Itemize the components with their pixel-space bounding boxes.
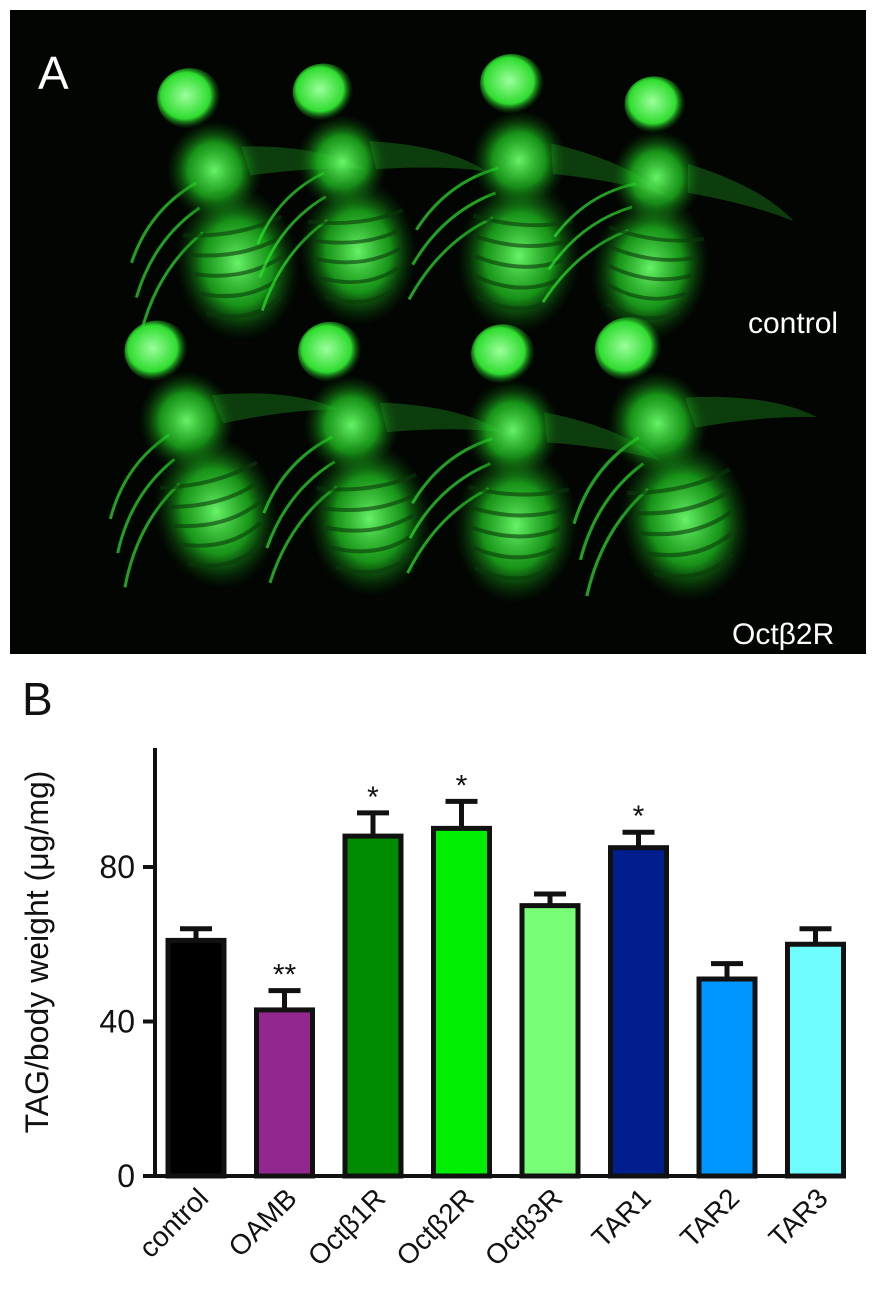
bar-2	[254, 1007, 315, 1179]
y-tick-label-40: 40	[99, 1004, 135, 1040]
fly-8	[572, 317, 817, 602]
y-tick-label-80: 80	[99, 849, 135, 885]
y-tick-label-0: 0	[117, 1158, 135, 1194]
x-tick-label-7: TAR2	[674, 1182, 745, 1253]
x-tick-label-6: TAR1	[586, 1182, 657, 1253]
x-tick-label-8: TAR3	[763, 1182, 834, 1253]
panel-a-letter: A	[38, 47, 69, 99]
fly-7	[406, 324, 662, 604]
significance-marker-4: *	[456, 769, 468, 802]
bar-4	[431, 825, 492, 1179]
bar-3	[342, 833, 404, 1179]
significance-marker-2: **	[273, 959, 297, 992]
control-row-label: control	[748, 307, 839, 340]
fly-5	[108, 320, 338, 590]
tag-bar-chart: TAG/body weight (μg/mg)04080control**OAM…	[19, 748, 846, 1272]
x-tick-label-4: Octβ2R	[390, 1182, 479, 1271]
y-axis-label: TAG/body weight (μg/mg)	[19, 771, 55, 1134]
fly-4	[541, 76, 794, 342]
bar-6	[608, 845, 669, 1179]
bar-5	[519, 903, 581, 1179]
x-tick-label-5: Octβ3R	[479, 1182, 568, 1271]
panel-b-letter: B	[22, 673, 53, 725]
octb2r-row-label: Octβ2R	[732, 618, 835, 651]
fly-6	[262, 321, 503, 597]
significance-marker-6: *	[633, 800, 645, 833]
significance-marker-3: *	[367, 781, 379, 814]
fluorescence-image-panel: A control Octβ2R	[10, 10, 866, 654]
fly-2	[256, 63, 486, 326]
bar-7	[696, 976, 758, 1179]
x-tick-label-2: OAMB	[223, 1182, 303, 1262]
x-tick-label-3: Octβ1R	[302, 1182, 391, 1271]
x-tick-label-1: control	[133, 1182, 214, 1263]
bar-1	[165, 937, 227, 1179]
fly-fluorescence-image	[108, 54, 817, 604]
bar-8	[785, 941, 846, 1179]
fly-1	[130, 68, 366, 341]
